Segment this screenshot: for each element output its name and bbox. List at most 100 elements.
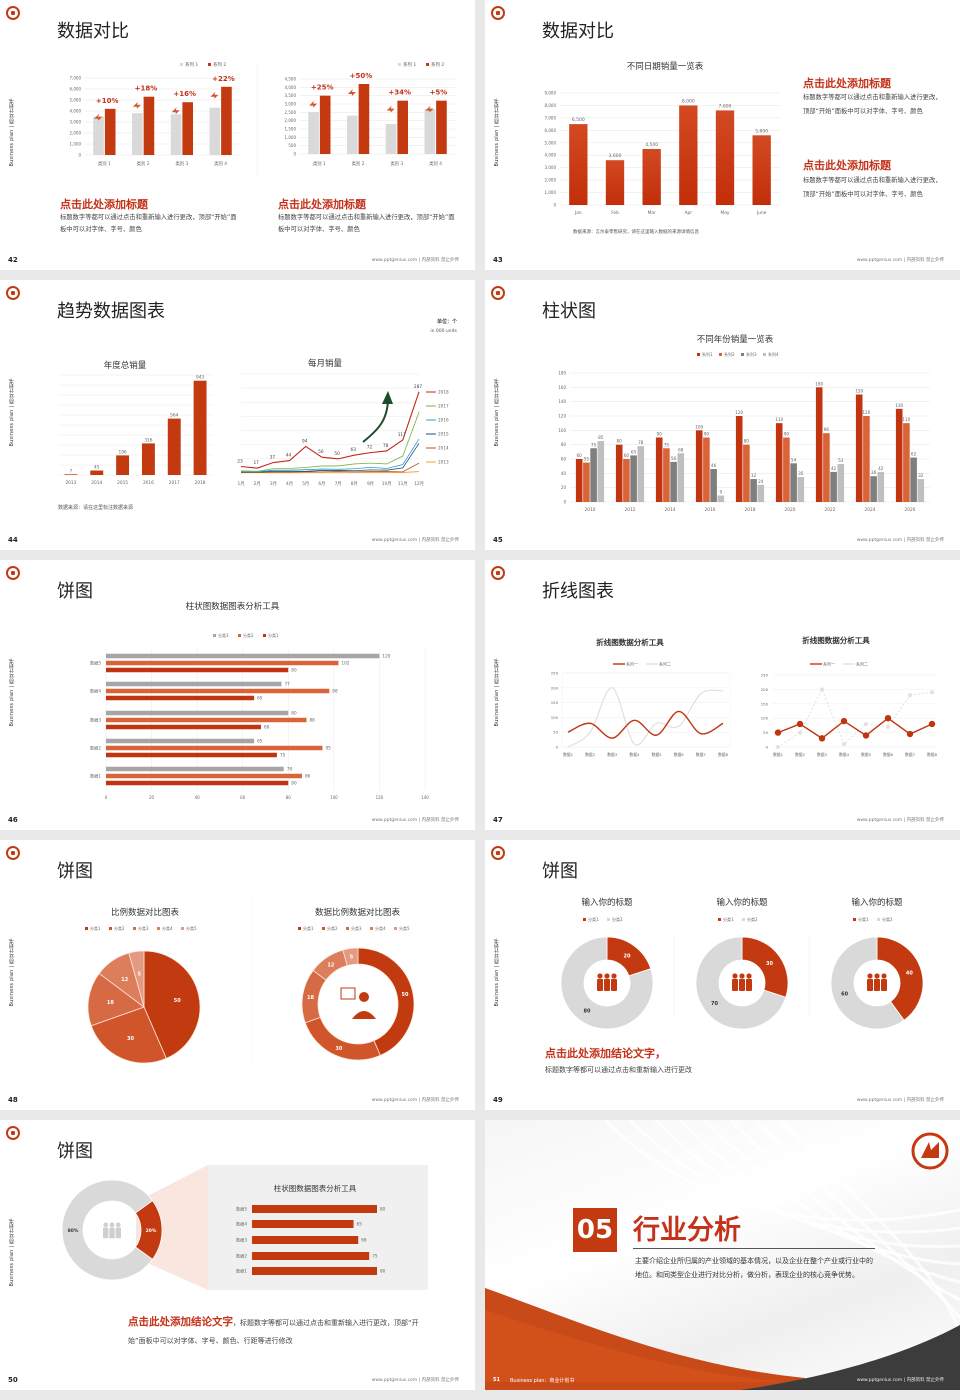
bar — [783, 437, 790, 502]
bar — [252, 1252, 370, 1260]
y-tick-label: 4,500 — [285, 77, 297, 82]
growth-label: +16% — [173, 90, 196, 98]
slide-title: 饼图 — [542, 861, 578, 882]
slide-46[interactable]: Business plan | 商业计划书 饼图 0 20 40 60 80 100 120… — [0, 560, 475, 830]
block-heading[interactable]: 点击此处添加标题 — [803, 159, 891, 172]
legend-swatch — [298, 927, 301, 930]
x-tick-label: 类别 1 — [98, 160, 111, 167]
growth-arrow-icon — [94, 113, 103, 121]
legend-label: 2013 — [438, 460, 449, 465]
source-note: 数据来源：言尔泰零售研究，请在这里输入数据的来源详情信息 — [573, 230, 699, 235]
bar — [106, 681, 282, 687]
bar — [855, 394, 863, 502]
data-label: 90 — [657, 432, 663, 437]
y-tick-label: 0 — [556, 745, 559, 750]
conclusion-heading[interactable]: 点击此处添加结论文字， — [545, 1047, 666, 1060]
block-heading[interactable]: 点击此处添加标题 — [803, 77, 891, 90]
bar — [221, 86, 232, 155]
chart-title: 不同日期销量一览表 — [626, 62, 704, 72]
footer-text: www.pptgenius.com | 内部资料 禁止外传 — [856, 258, 944, 263]
data-label: 120 — [382, 654, 390, 659]
x-tick-label: 数据1 — [563, 752, 574, 757]
y-tick-label: 200 — [551, 685, 559, 690]
bar — [877, 471, 885, 502]
person-icon — [109, 1227, 115, 1239]
y-tick-label: 0 — [766, 745, 769, 750]
slide-50[interactable]: Business plan | 商业计划书 饼图 20% 80% 数据5 80 数据4 6… — [0, 1120, 475, 1390]
slice — [560, 936, 654, 1030]
y-tick-label: 1,500 — [285, 127, 297, 132]
block-body[interactable]: 标题数字等都可以通过点击和重新输入进行更改，顶部“开始”面板中可以对字体、字号、… — [278, 214, 455, 233]
series-line-2013 — [241, 471, 420, 474]
block-body[interactable]: 标题数字等都可以通过点击和重新输入进行更改，顶部“开始”面板中可以对字体、字号、… — [60, 214, 237, 233]
conclusion-body[interactable]: 标题数字等都可以通过点击和重新输入进行更改 — [545, 1066, 692, 1074]
slide-42[interactable]: Business plan | 商业计划书 数据对比 0 1,000 2,000 3,… — [0, 0, 475, 270]
x-tick-label: 20 — [149, 795, 155, 800]
data-label: 17 — [253, 460, 259, 466]
slice — [90, 1006, 167, 1064]
slice-label: 18 — [307, 995, 314, 1001]
conclusion-text[interactable]: 点击此处添加结论文字，标题数字等都可以通过点击和重新输入进行更改，顶部“开始”面… — [128, 1313, 433, 1350]
data-point — [840, 717, 848, 725]
legend-label: 分类3 — [138, 925, 149, 931]
slide-51[interactable]: 05 行业分析 主要介绍企业所归属的产业领域的基本情况，以及企业在整个产业或行业… — [485, 1120, 960, 1390]
legend-label: 系列 1 — [185, 61, 198, 68]
data-label: 78 — [383, 443, 389, 449]
bar — [623, 459, 630, 502]
slide-44[interactable]: Business plan | 商业计划书 趋势数据图表 单位：个 in 000… — [0, 280, 475, 550]
slide-47[interactable]: Business plan | 商业计划书 折线图表 0 50 100 150 200 2… — [485, 560, 960, 830]
bar — [655, 437, 663, 502]
chart-title: 柱状图数据图表分析工具 — [273, 1184, 357, 1193]
data-label: 62 — [911, 452, 917, 457]
source-note: 数据来源：请在这里标注数据来源 — [58, 505, 134, 511]
data-label: 50 — [334, 451, 340, 457]
x-tick-label: 数据1 — [773, 752, 784, 757]
decorative-curve — [628, 1120, 960, 1234]
logo-icon — [6, 566, 20, 580]
slice — [741, 936, 789, 998]
data-label: 60 — [624, 453, 630, 458]
logo-icon — [6, 6, 20, 20]
person-icon — [732, 973, 738, 979]
bar — [106, 738, 255, 744]
slide-48[interactable]: Business plan | 商业计划书 饼图 50 30 18 12 5 50 30 18… — [0, 840, 475, 1110]
x-tick-label: 数据2 — [795, 752, 806, 757]
data-label: 943 — [196, 375, 204, 381]
x-tick-label: 60 — [240, 795, 246, 800]
footer-text: www.pptgenius.com | 内部资料 禁止外传 — [371, 258, 459, 263]
slide-49[interactable]: Business plan | 商业计划书 饼图 20 80 分类1 分类2 30 70 分… — [485, 840, 960, 1110]
bar — [670, 461, 677, 502]
slice-label: 12 — [327, 962, 334, 968]
logo-icon — [491, 286, 505, 300]
page-number: 42 — [8, 256, 18, 264]
y-tick-label: 150 — [551, 700, 559, 705]
chart-canvas: 0 1,000 2,000 3,000 4,000 5,000 6,000 7,000 类别 1… — [70, 61, 455, 175]
y-tick-label: 数据5 — [236, 1206, 247, 1213]
person-icon — [881, 979, 887, 991]
data-point — [798, 730, 802, 735]
slide-45[interactable]: Business plan | 商业计划书 柱状图 0 20 40 60 80 100 12… — [485, 280, 960, 550]
growth-arrow-icon — [132, 101, 141, 109]
block-body[interactable]: 标题数字等都可以通过点击和重新输入进行更改，顶部“开始”面板中可以对字体、字号、… — [803, 94, 942, 115]
unit-label: 单位：个 — [436, 319, 457, 325]
x-tick-label: 数据3 — [607, 752, 618, 757]
legend-label: 系列 1 — [403, 61, 416, 68]
data-label: 80 — [380, 1207, 386, 1212]
series-line-2014 — [241, 462, 420, 473]
bar — [106, 710, 289, 716]
page-number: 51 — [493, 1377, 500, 1383]
data-label: 120 — [735, 410, 743, 415]
legend-swatch — [742, 918, 745, 921]
legend-label: 分类5 — [399, 925, 410, 931]
x-tick-label: 数据7 — [696, 752, 707, 757]
block-heading[interactable]: 点击此处添加标题 — [278, 198, 366, 211]
slide-43[interactable]: Business plan | 商业计划书 数据对比 0 1,000 2,000 3,… — [485, 0, 960, 270]
data-point — [908, 693, 912, 698]
conclusion-heading: 点击此处添加结论文字 — [128, 1316, 233, 1328]
chart-canvas: 2013 2014 2015 2016 2017 2018 7 45 196 316 564 943 1… — [58, 373, 449, 487]
legend-label: 分类2 — [882, 916, 893, 922]
section-title: 行业分析 — [633, 1215, 741, 1246]
block-body[interactable]: 标题数字等都可以通过点击和重新输入进行更改，顶部“开始”面板中可以对字体、字号、… — [803, 177, 942, 198]
block-heading[interactable]: 点击此处添加标题 — [60, 198, 148, 211]
data-point — [930, 690, 934, 695]
